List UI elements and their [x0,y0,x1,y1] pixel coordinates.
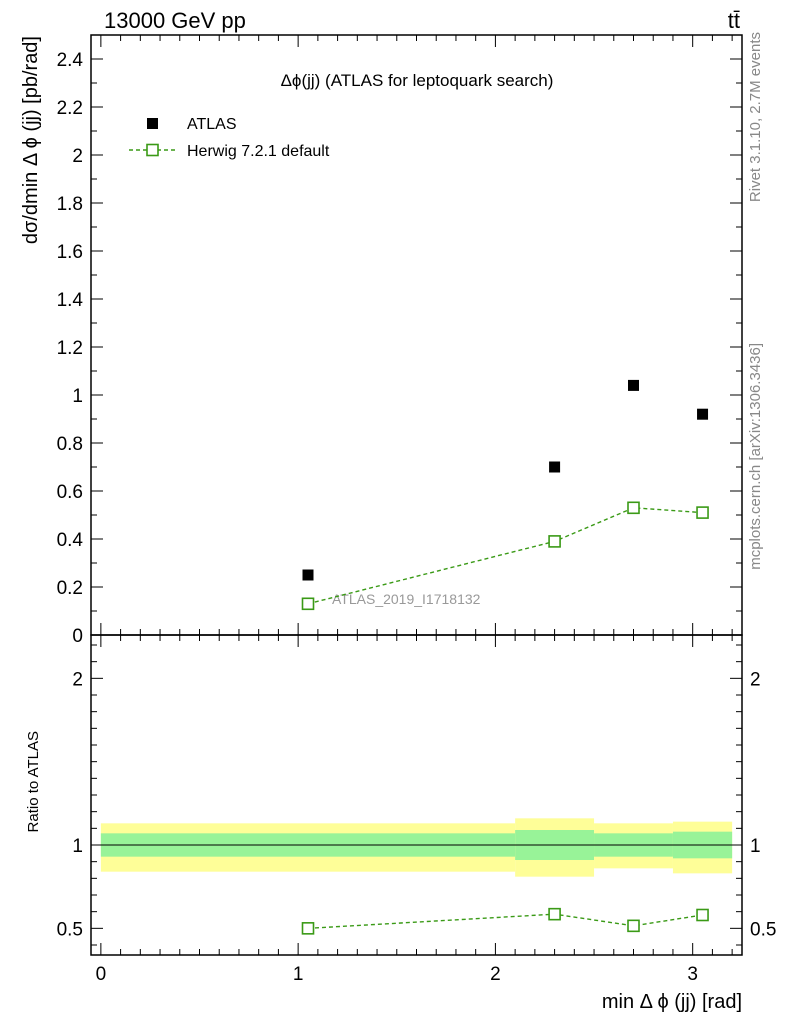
herwig-point-main [696,506,709,519]
main-y-tick-label: 1.2 [57,338,83,359]
ratio-y-ticks: 0.5 0.5 1 1 2 2 [57,644,776,946]
ratio-y-tick-label: 2 [72,669,83,690]
herwig-point-ratio [627,919,640,933]
x-tick-label: 1 [293,964,304,985]
x-tick-label: 3 [687,964,698,985]
ratio-y-axis-label: Ratio to ATLAS [25,731,42,832]
legend-herwig-marker [146,143,159,157]
herwig-series-ratio [301,907,709,935]
atlas-point [549,461,561,473]
x-axis-label: min Δ ϕ (jj) [rad] [602,991,742,1013]
main-y-tick-label: 1.6 [57,242,83,263]
energy-label: 13000 GeV pp [104,8,246,33]
main-y-tick-label: 0.4 [57,530,84,551]
main-x-ticks [100,35,733,635]
herwig-line-ratio [307,913,703,930]
herwig-point-main [301,597,315,611]
main-watermark: ATLAS_2019_I1718132 [332,591,481,607]
herwig-point-ratio [696,908,709,922]
herwig-point-ratio [301,922,315,935]
atlas-point [697,408,709,420]
main-y-tick-label: 1.4 [57,290,84,311]
herwig-point-ratio [548,907,561,921]
main-y-tick-label: 1 [72,386,83,407]
legend-atlas-label: ATLAS [187,116,237,133]
legend-atlas-marker [147,118,158,129]
main-y-tick-label: 2.2 [57,98,83,119]
herwig-line-main [307,507,703,605]
main-y-tick-label: 0 [72,626,83,647]
process-label: tt̄ [728,8,740,33]
x-tick-label: 0 [96,964,107,985]
main-y-tick-label: 1.8 [57,194,83,215]
rivet-label: Rivet 3.1.10, 2.7M events [747,32,764,202]
x-tick-label: 2 [490,964,501,985]
ratio-y-tick-label-right: 1 [750,836,761,857]
atlas-series-main [302,379,709,581]
ratio-y-tick-label-right: 0.5 [750,919,776,940]
ratio-panel: 0.5 0.5 1 1 2 2 0 1 2 3 Ratio to ATLAS min Δ ϕ (… [25,634,776,1013]
main-y-tick-label: 2.4 [57,50,84,71]
legend: ATLAS Herwig 7.2.1 default [129,116,330,160]
atlas-point [628,379,639,391]
herwig-series-main [301,501,709,611]
herwig-point-main [627,501,640,515]
ratio-frame [90,634,743,956]
main-y-tick-label: 0.6 [57,482,83,503]
main-title: Δϕ(jj) (ATLAS for leptoquark search) [281,71,554,90]
mcplots-label: mcplots.cern.ch [arXiv:1306.3436] [747,343,764,570]
main-y-tick-label: 2 [72,146,83,167]
ratio-uncertainty-bands [100,818,733,877]
ratio-x-ticks: 0 1 2 3 [96,635,733,985]
atlas-point [302,569,314,581]
main-y-axis-label: dσ/dmin Δ ϕ (jj) [pb/rad] [20,36,42,244]
main-panel: 0 0.2 0.4 0.6 0.8 1 1.2 1.4 1.6 1.8 2 2.2 2.4 Δϕ(jj)… [20,34,743,647]
herwig-point-main [548,535,561,548]
ratio-y-tick-label-right: 2 [750,669,761,690]
ratio-y-tick-label: 0.5 [57,919,83,940]
main-y-ticks: 0 0.2 0.4 0.6 0.8 1 1.2 1.4 1.6 1.8 2 2.2 2.4 [57,34,742,647]
legend-herwig-label: Herwig 7.2.1 default [187,143,330,160]
main-y-tick-label: 0.8 [57,434,83,455]
main-y-tick-label: 0.2 [57,578,83,599]
ratio-y-tick-label: 1 [72,836,83,857]
